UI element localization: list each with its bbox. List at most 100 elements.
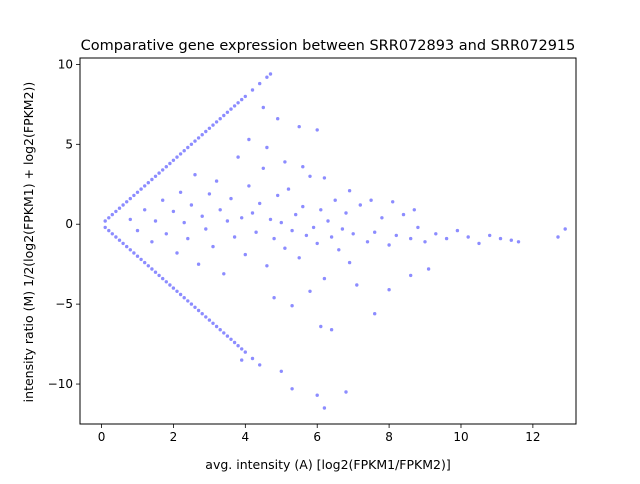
data-point	[200, 312, 204, 316]
data-point	[178, 152, 183, 156]
data-point	[265, 75, 269, 79]
x-tick-label: 12	[525, 430, 540, 444]
data-point	[401, 212, 406, 217]
data-point	[236, 344, 240, 348]
data-point	[114, 209, 118, 214]
data-point	[563, 227, 567, 231]
data-point	[214, 324, 219, 329]
y-axis-ticks: −10 −5 0 5 10	[48, 57, 80, 391]
data-point	[204, 227, 208, 231]
data-point	[164, 232, 168, 236]
data-point	[161, 168, 165, 172]
data-point	[157, 273, 161, 278]
data-point	[117, 238, 122, 242]
data-point	[322, 176, 327, 180]
data-point	[107, 228, 111, 233]
data-point	[186, 145, 190, 150]
data-point	[326, 219, 330, 223]
data-point	[294, 212, 298, 217]
data-point	[229, 107, 233, 111]
data-point	[214, 120, 219, 124]
data-point	[168, 161, 172, 166]
data-point	[315, 128, 319, 132]
plot-frame	[79, 57, 577, 425]
data-point	[387, 243, 391, 247]
data-point	[229, 337, 233, 341]
data-point	[132, 193, 136, 198]
data-point	[276, 117, 280, 121]
data-point	[498, 236, 503, 241]
data-point	[214, 179, 219, 183]
data-point	[193, 139, 197, 143]
data-point	[250, 211, 255, 215]
data-point	[157, 171, 161, 175]
data-point	[516, 240, 521, 244]
data-point	[135, 228, 140, 233]
data-point	[232, 235, 237, 239]
data-point	[344, 211, 348, 215]
data-point	[355, 283, 359, 287]
data-point	[125, 200, 129, 204]
data-point	[347, 260, 352, 265]
data-point	[200, 133, 204, 137]
data-point	[247, 137, 251, 142]
data-point	[308, 174, 312, 178]
data-point	[222, 331, 226, 335]
data-point	[207, 192, 212, 196]
data-point	[315, 241, 319, 246]
data-point	[164, 165, 168, 169]
data-point	[369, 198, 373, 202]
data-point	[139, 257, 143, 262]
data-point	[412, 208, 416, 212]
data-point	[283, 160, 287, 164]
data-point	[319, 324, 323, 329]
data-point	[189, 302, 194, 306]
data-point	[200, 214, 204, 218]
data-point	[254, 230, 258, 234]
data-point	[189, 203, 194, 207]
data-point	[153, 174, 158, 178]
data-point	[229, 196, 233, 201]
data-point	[232, 340, 237, 345]
data-point	[258, 363, 262, 367]
data-point	[261, 105, 265, 110]
data-point	[236, 101, 240, 105]
data-point	[290, 228, 294, 233]
data-point	[211, 321, 215, 325]
data-point	[204, 129, 208, 134]
y-tick-label: −10	[48, 377, 73, 391]
x-tick-label: 10	[453, 430, 468, 444]
data-point	[250, 356, 255, 361]
data-point	[243, 350, 247, 354]
data-point	[333, 198, 337, 202]
data-point	[243, 252, 247, 257]
data-point	[351, 232, 355, 236]
data-point	[143, 184, 147, 188]
y-tick-label: 5	[65, 137, 73, 151]
data-point	[286, 187, 291, 191]
data-point	[290, 304, 294, 308]
data-point	[240, 358, 244, 362]
data-point	[265, 145, 269, 150]
data-point	[103, 219, 107, 223]
data-point	[193, 173, 197, 177]
x-tick-label: 4	[242, 430, 250, 444]
data-point	[121, 203, 125, 207]
data-point	[322, 276, 327, 281]
data-point	[218, 208, 222, 212]
data-point	[268, 217, 273, 222]
data-point	[283, 246, 287, 250]
data-point	[175, 289, 179, 293]
data-point	[125, 244, 129, 249]
data-point	[222, 272, 226, 276]
data-point	[182, 149, 186, 153]
data-point	[143, 208, 147, 212]
data-point	[218, 328, 222, 332]
data-point	[373, 312, 377, 316]
data-point	[186, 236, 190, 241]
y-tick-label: 0	[65, 217, 73, 231]
data-point	[319, 208, 323, 212]
data-point	[466, 235, 470, 239]
data-point	[211, 244, 215, 249]
data-point	[391, 200, 395, 204]
